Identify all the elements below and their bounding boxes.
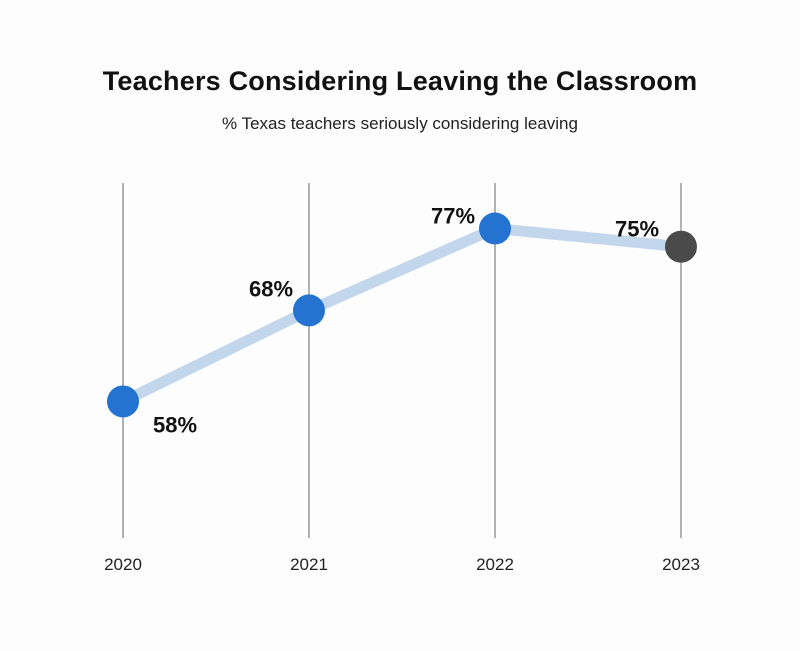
series-line <box>117 223 687 407</box>
data-point-2022 <box>479 212 511 245</box>
data-label-2021: 68% <box>249 276 293 301</box>
data-point-2021 <box>293 294 325 327</box>
data-label-2020: 58% <box>153 412 197 437</box>
series-line-group <box>117 223 687 407</box>
x-tick-label-2022: 2022 <box>476 555 514 574</box>
data-point-2023 <box>665 230 697 263</box>
data-label-2022: 77% <box>431 204 475 229</box>
data-points <box>107 212 697 418</box>
x-tick-label-2021: 2021 <box>290 555 328 574</box>
data-point-2020 <box>107 385 139 418</box>
chart-title: Teachers Considering Leaving the Classro… <box>102 66 698 96</box>
data-labels: 58% 68% 77% 75% <box>153 204 659 438</box>
x-axis-ticks: 2020 2021 2022 2023 <box>104 555 700 574</box>
x-tick-label-2023: 2023 <box>662 555 700 574</box>
data-label-2023: 75% <box>615 217 659 242</box>
chart-subtitle: % Texas teachers seriously considering l… <box>222 114 578 133</box>
x-tick-label-2020: 2020 <box>104 555 142 574</box>
